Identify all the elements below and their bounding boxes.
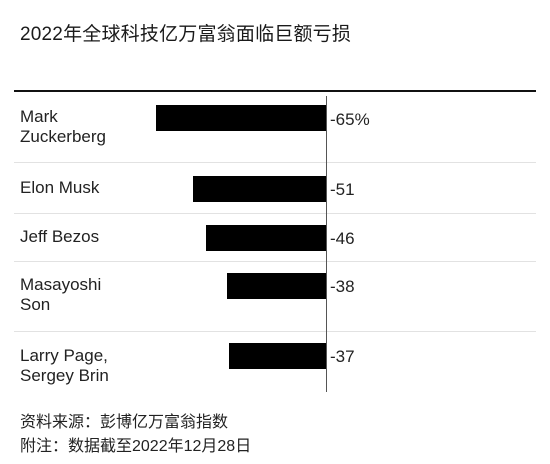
bar — [205, 225, 326, 251]
category-label: Mark Zuckerberg — [20, 107, 106, 146]
bar — [229, 343, 326, 369]
row-separator — [14, 162, 536, 163]
bar — [156, 105, 326, 131]
date-note: 附注：数据截至2022年12月28日 — [20, 438, 252, 455]
top-rule — [14, 90, 536, 92]
value-label: -65% — [330, 110, 370, 129]
category-label: Larry Page, Sergey Brin — [20, 346, 109, 385]
value-label: -38 — [330, 277, 355, 296]
chart-title: 2022年全球科技亿万富翁面临巨额亏损 — [20, 24, 352, 45]
value-label: -46 — [330, 229, 355, 248]
row-separator — [14, 331, 536, 332]
category-label: Masayoshi Son — [20, 275, 102, 314]
bar — [192, 176, 326, 202]
bar — [226, 273, 326, 299]
value-label: -51 — [330, 180, 355, 199]
row-separator — [14, 213, 536, 214]
zero-axis — [326, 96, 327, 392]
row-separator — [14, 261, 536, 262]
source-note: 资料来源：彭博亿万富翁指数 — [20, 414, 229, 431]
category-label: Jeff Bezos — [20, 227, 100, 246]
value-label: -37 — [330, 347, 355, 366]
category-label: Elon Musk — [20, 178, 100, 197]
